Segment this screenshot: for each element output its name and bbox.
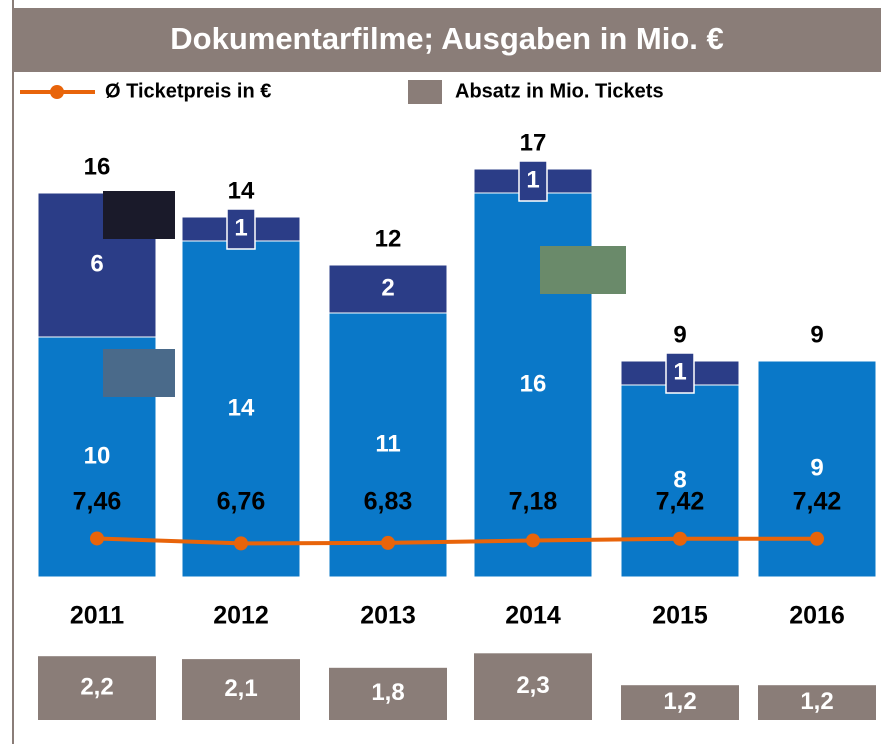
legend-label: Absatz in Mio. Tickets <box>455 80 664 102</box>
total-label: 16 <box>84 153 111 180</box>
total-label: 9 <box>673 321 686 348</box>
sales-label: 2,3 <box>516 672 549 699</box>
price-marker <box>526 533 540 547</box>
price-label: 6,83 <box>364 488 413 516</box>
price-label: 6,76 <box>217 488 266 516</box>
x-tick-label: 2014 <box>505 602 561 630</box>
segment-label: 1 <box>234 214 247 241</box>
x-tick-label: 2016 <box>789 602 845 630</box>
legend-marker <box>50 85 64 99</box>
poster-thumbnail <box>103 349 175 397</box>
price-marker <box>381 536 395 550</box>
price-marker <box>90 531 104 545</box>
x-tick-label: 2012 <box>213 602 269 630</box>
segment-label: 16 <box>520 370 547 397</box>
sales-label: 1,8 <box>371 679 404 706</box>
price-label: 7,46 <box>73 488 122 516</box>
x-tick-label: 2011 <box>70 602 124 630</box>
chart: Dokumentarfilme; Ausgaben in Mio. € Ø Ti… <box>0 0 881 744</box>
sales-label: 2,1 <box>224 675 257 702</box>
segment-label: 10 <box>84 442 111 469</box>
segment-label: 2 <box>381 274 394 301</box>
poster-thumbnail <box>540 246 626 294</box>
price-marker <box>673 532 687 546</box>
segment-label: 14 <box>228 394 255 421</box>
price-label: 7,18 <box>509 488 558 516</box>
total-label: 17 <box>520 129 547 156</box>
x-tick-label: 2015 <box>652 602 708 630</box>
total-label: 9 <box>810 321 823 348</box>
price-label: 7,42 <box>656 488 705 516</box>
segment-label: 9 <box>810 454 823 481</box>
sales-label: 2,2 <box>80 673 113 700</box>
sales-label: 1,2 <box>800 688 833 715</box>
segment-label: 6 <box>90 250 103 277</box>
segment-label: 1 <box>673 358 686 385</box>
poster-thumbnail <box>103 191 175 239</box>
legend-label: Ø Ticketpreis in € <box>105 80 271 102</box>
chart-title: Dokumentarfilme; Ausgaben in Mio. € <box>170 21 723 56</box>
price-marker <box>234 536 248 550</box>
segment-label: 1 <box>526 166 539 193</box>
price-label: 7,42 <box>793 488 842 516</box>
price-marker <box>810 532 824 546</box>
x-tick-label: 2013 <box>360 602 416 630</box>
legend-swatch <box>408 80 442 104</box>
sales-label: 1,2 <box>663 688 696 715</box>
segment-label: 11 <box>375 430 400 457</box>
total-label: 14 <box>228 177 255 204</box>
total-label: 12 <box>375 225 402 252</box>
